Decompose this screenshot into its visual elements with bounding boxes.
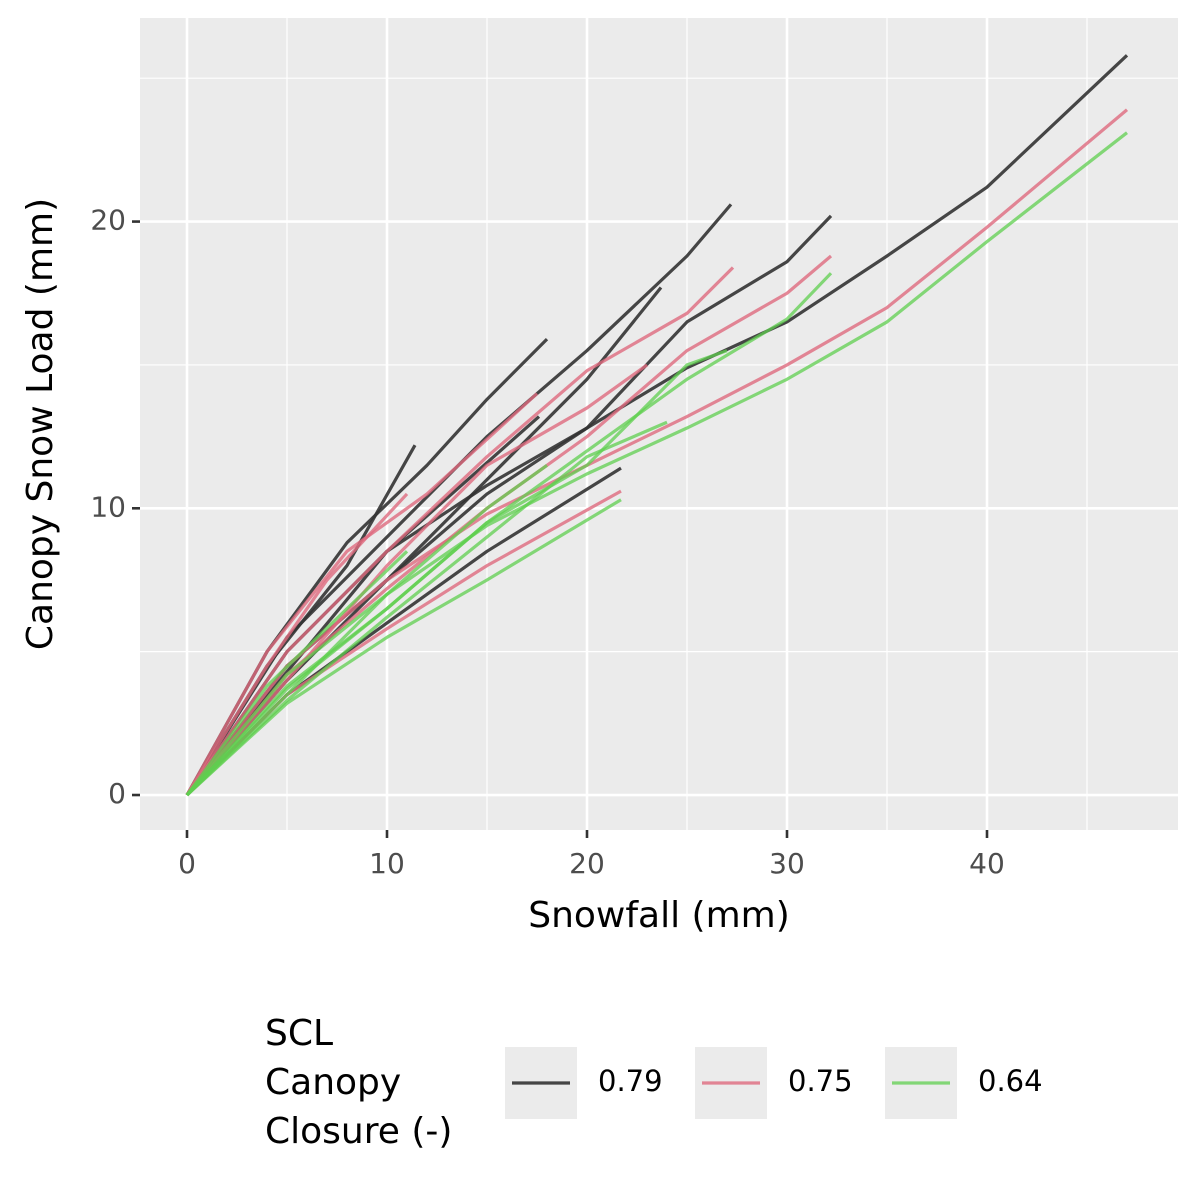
- y-tick-label: 10: [90, 490, 126, 523]
- series-line: [185, 492, 409, 796]
- y-tick-label: 20: [90, 204, 126, 237]
- x-tick-label: 0: [178, 847, 196, 880]
- x-tick-label: 30: [769, 847, 805, 880]
- legend: SCL Canopy Closure (-) 0.79 0.75 0.64: [265, 1013, 1043, 1152]
- series-line: [185, 272, 833, 797]
- series-line: [185, 363, 648, 797]
- grid: [140, 18, 1178, 830]
- legend-label: 0.79: [598, 1064, 663, 1098]
- x-tick-label: 10: [369, 847, 405, 880]
- series-line: [185, 463, 548, 797]
- lines: [185, 54, 1129, 797]
- x-tick-label: 40: [969, 847, 1005, 880]
- series-line: [185, 550, 409, 796]
- legend-title: Canopy: [265, 1062, 401, 1103]
- series-line: [185, 131, 1128, 797]
- axes: 0 10 20 30 40 0 10 20: [90, 204, 1004, 880]
- series-line: [185, 420, 668, 797]
- y-tick-label: 0: [108, 777, 126, 810]
- x-tick-label: 20: [569, 847, 605, 880]
- series-line: [185, 392, 539, 796]
- legend-title: SCL: [265, 1013, 333, 1054]
- legend-label: 0.64: [978, 1064, 1043, 1098]
- legend-title: Closure (-): [265, 1111, 452, 1152]
- series-line: [185, 266, 735, 796]
- legend-label: 0.75: [788, 1064, 853, 1098]
- x-axis-title: Snowfall (mm): [528, 895, 790, 936]
- y-axis-title: Canopy Snow Load (mm): [20, 198, 61, 650]
